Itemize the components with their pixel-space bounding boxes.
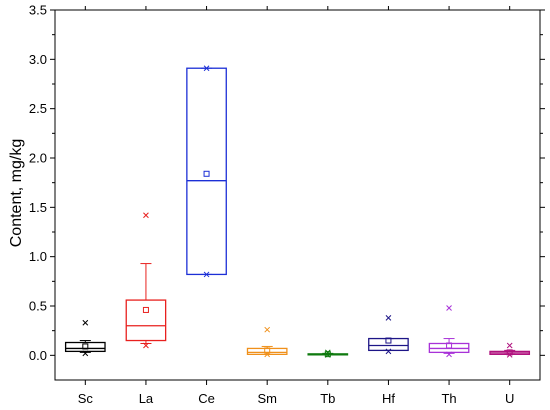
y-tick-label: 3.0 <box>29 52 47 67</box>
y-tick-label: 0.0 <box>29 348 47 363</box>
mean-marker <box>82 343 89 350</box>
mean-marker <box>264 347 271 354</box>
x-tick-label: U <box>505 391 514 406</box>
mean-marker <box>385 337 392 344</box>
min-marker <box>446 351 452 358</box>
y-tick-label: 0.5 <box>29 299 47 314</box>
min-marker <box>324 352 331 358</box>
y-axis-title: Content, mg/kg <box>8 139 25 248</box>
max-marker <box>143 212 149 219</box>
x-tick-label: La <box>139 391 154 406</box>
box-tb <box>307 349 349 358</box>
box-sm <box>246 326 288 358</box>
box-la <box>125 212 167 349</box>
max-marker <box>324 349 331 356</box>
y-axis: 0.0 0.5 1.0 1.5 2.0 2.5 3.0 3.5 <box>29 3 545 363</box>
x-tick-label: Sm <box>257 391 277 406</box>
y-tick-label: 2.5 <box>29 101 47 116</box>
y-tick-label: 1.0 <box>29 249 47 264</box>
min-marker <box>82 350 89 357</box>
box-th <box>428 305 470 358</box>
max-marker <box>446 305 452 311</box>
max-marker <box>264 326 271 333</box>
box-hf <box>368 314 409 355</box>
min-marker <box>143 342 149 349</box>
max-marker <box>506 342 513 349</box>
mean-marker <box>142 306 149 313</box>
y-tick-label: 1.5 <box>29 200 47 215</box>
iqr-box <box>64 341 106 353</box>
box-ce <box>186 65 227 278</box>
x-axis: Sc La Ce Sm Tb Hf Th U <box>78 6 514 406</box>
min-marker <box>385 348 392 355</box>
plot-area <box>64 65 531 358</box>
max-marker <box>203 65 210 72</box>
box-u <box>489 342 531 358</box>
y-tick-label: 2.0 <box>29 151 47 166</box>
x-tick-label: Th <box>441 391 456 406</box>
min-marker <box>203 271 210 278</box>
x-tick-label: Hf <box>382 391 395 406</box>
x-tick-label: Sc <box>78 391 94 406</box>
iqr-box <box>368 337 409 352</box>
x-tick-label: Ce <box>198 391 215 406</box>
mean-marker <box>203 170 210 177</box>
box-sc <box>64 319 106 357</box>
max-marker <box>385 314 392 321</box>
mean-marker <box>324 351 331 358</box>
min-marker <box>506 351 513 358</box>
max-marker <box>82 319 89 326</box>
plot-frame <box>54 9 541 381</box>
mean-marker <box>446 342 453 349</box>
y-tick-label: 3.5 <box>29 3 47 18</box>
x-tick-label: Tb <box>320 391 335 406</box>
min-marker <box>264 351 271 358</box>
iqr-box <box>125 299 167 342</box>
